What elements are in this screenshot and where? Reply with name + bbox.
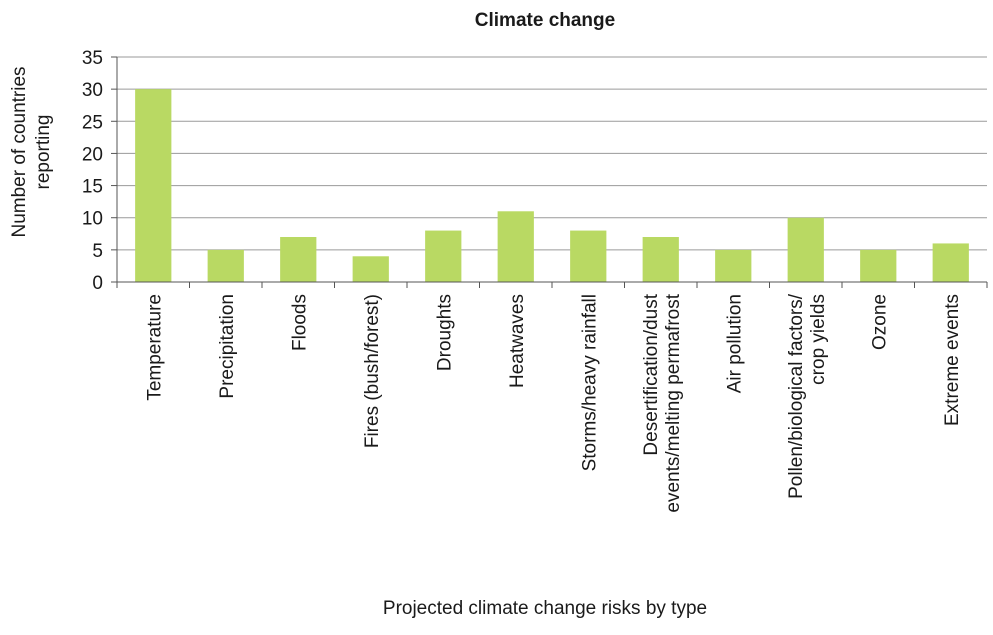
x-category-label: Temperature <box>144 294 165 401</box>
y-axis-label: Number of countries reporting <box>9 66 54 237</box>
bar <box>135 89 172 283</box>
x-category-label: Ozone <box>869 294 890 350</box>
bar <box>352 256 389 282</box>
x-axis-label: Projected climate change risks by type <box>383 598 707 619</box>
bar <box>715 249 752 282</box>
y-tick-label: 25 <box>82 112 103 133</box>
y-axis-ticks: 0 5 10 15 20 25 30 35 <box>82 48 103 294</box>
axes <box>116 57 988 288</box>
bar <box>207 249 244 282</box>
x-category-label: Pollen/biological factors/ <box>786 293 807 499</box>
y-tick-label: 0 <box>92 273 103 294</box>
x-category-label: Droughts <box>434 294 455 371</box>
gridlines <box>111 56 987 283</box>
x-category-label: Fires (bush/forest) <box>362 294 383 448</box>
bars <box>135 89 969 283</box>
y-tick-label: 35 <box>82 48 103 69</box>
x-category-label: Extreme events <box>942 294 963 426</box>
bar <box>280 237 317 282</box>
bar <box>570 230 607 282</box>
x-category-label: Heatwaves <box>507 294 528 388</box>
bar <box>425 230 462 282</box>
bar <box>787 217 824 282</box>
bar <box>860 249 897 282</box>
x-category-label: Air pollution <box>724 294 745 393</box>
y-tick-label: 15 <box>82 177 103 198</box>
y-tick-label: 20 <box>82 144 103 165</box>
x-category-label: Precipitation <box>217 294 238 399</box>
bar <box>642 237 679 282</box>
bar <box>497 211 534 282</box>
x-category-label: Storms/heavy rainfall <box>579 294 600 471</box>
y-axis-label-line: reporting <box>33 115 54 190</box>
x-category-label: crop yields <box>808 294 829 385</box>
y-tick-label: 10 <box>82 209 103 230</box>
y-axis-label-line: Number of countries <box>9 66 30 237</box>
x-category-label: events/melting permafrost <box>663 293 684 512</box>
y-tick-label: 5 <box>92 241 103 262</box>
bar <box>932 243 969 282</box>
y-tick-label: 30 <box>82 80 103 101</box>
x-category-label: Desertification/dust <box>641 293 662 455</box>
chart-title: Climate change <box>475 10 615 31</box>
x-category-label: Floods <box>289 294 310 351</box>
x-axis-categories: Temperature Precipitation Floods Fires (bus… <box>144 293 963 512</box>
